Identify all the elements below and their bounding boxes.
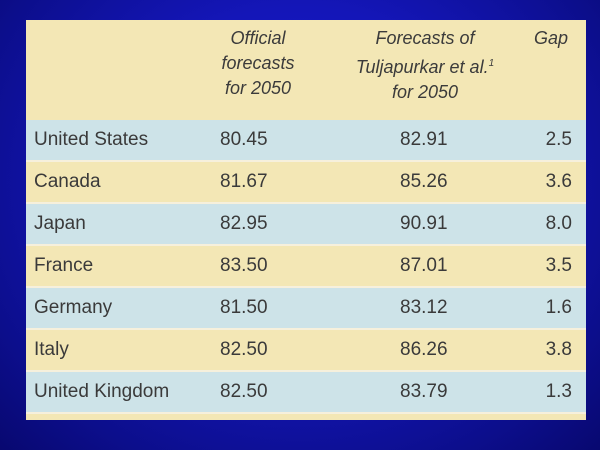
country-cell: Canada xyxy=(34,171,101,192)
official-forecast-cell: 80.45 xyxy=(220,129,268,150)
official-forecast-cell: 82.50 xyxy=(220,339,268,360)
header-forecast-line1: Forecasts of xyxy=(375,28,475,48)
gap-cell: 3.8 xyxy=(545,339,572,360)
country-cell: Germany xyxy=(34,297,113,318)
header-official-line2: forecasts xyxy=(221,53,295,73)
tuljapurkar-forecast-cell: 87.01 xyxy=(400,255,448,276)
header-forecast-line3: for 2050 xyxy=(391,82,459,102)
footnote-marker: 1 xyxy=(488,58,495,69)
table-row: Canada 81.67 85.26 3.6 xyxy=(26,162,586,204)
country-cell: United Kingdom xyxy=(34,381,170,402)
table-row: United Kingdom 82.50 83.79 1.3 xyxy=(26,372,586,414)
tuljapurkar-forecast-cell: 82.91 xyxy=(400,129,448,150)
official-forecast-cell: 81.50 xyxy=(220,297,268,318)
official-forecast-cell: 82.95 xyxy=(220,213,268,234)
table-row: France 83.50 87.01 3.5 xyxy=(26,246,586,288)
table-row: United States 80.45 82.91 2.5 xyxy=(26,120,586,162)
tuljapurkar-forecast-cell: 86.26 xyxy=(400,339,448,360)
tuljapurkar-forecast-cell: 83.12 xyxy=(400,297,448,318)
table-header: Official forecasts for 2050 Forecasts of… xyxy=(26,20,586,121)
gap-cell: 3.6 xyxy=(545,171,572,192)
header-tuljapurkar-forecasts: Forecasts of Tuljapurkar et al.1 for 205… xyxy=(336,26,514,105)
tuljapurkar-forecast-cell: 90.91 xyxy=(400,213,448,234)
gap-cell: 1.6 xyxy=(545,297,572,318)
country-cell: Japan xyxy=(34,213,86,234)
gap-cell: 3.5 xyxy=(545,255,572,276)
header-forecast-author: Tuljapurkar et al. xyxy=(355,57,489,77)
gap-cell: 8.0 xyxy=(545,213,572,234)
country-cell: France xyxy=(34,255,94,276)
table-body: United States 80.45 82.91 2.5 Canada 81.67 85.… xyxy=(26,120,586,414)
official-forecast-cell: 82.50 xyxy=(220,381,268,402)
header-official-line3: for 2050 xyxy=(224,78,292,98)
header-gap: Gap xyxy=(534,28,569,48)
country-cell: United States xyxy=(34,129,149,150)
life-expectancy-table: Official forecasts for 2050 Forecasts of… xyxy=(26,20,586,420)
table-row: Germany 81.50 83.12 1.6 xyxy=(26,288,586,330)
table-row: Italy 82.50 86.26 3.8 xyxy=(26,330,586,372)
official-forecast-cell: 83.50 xyxy=(220,255,268,276)
header-official-line1: Official xyxy=(230,28,286,48)
tuljapurkar-forecast-cell: 83.79 xyxy=(400,381,448,402)
gap-cell: 2.5 xyxy=(545,129,572,150)
gap-cell: 1.3 xyxy=(545,381,572,402)
tuljapurkar-forecast-cell: 85.26 xyxy=(400,171,448,192)
header-official-forecasts: Official forecasts for 2050 xyxy=(208,26,308,101)
official-forecast-cell: 81.67 xyxy=(220,171,268,192)
header-forecast-line2: Tuljapurkar et al.1 xyxy=(336,51,514,80)
country-cell: Italy xyxy=(34,339,69,360)
table-row: Japan 82.95 90.91 8.0 xyxy=(26,204,586,246)
